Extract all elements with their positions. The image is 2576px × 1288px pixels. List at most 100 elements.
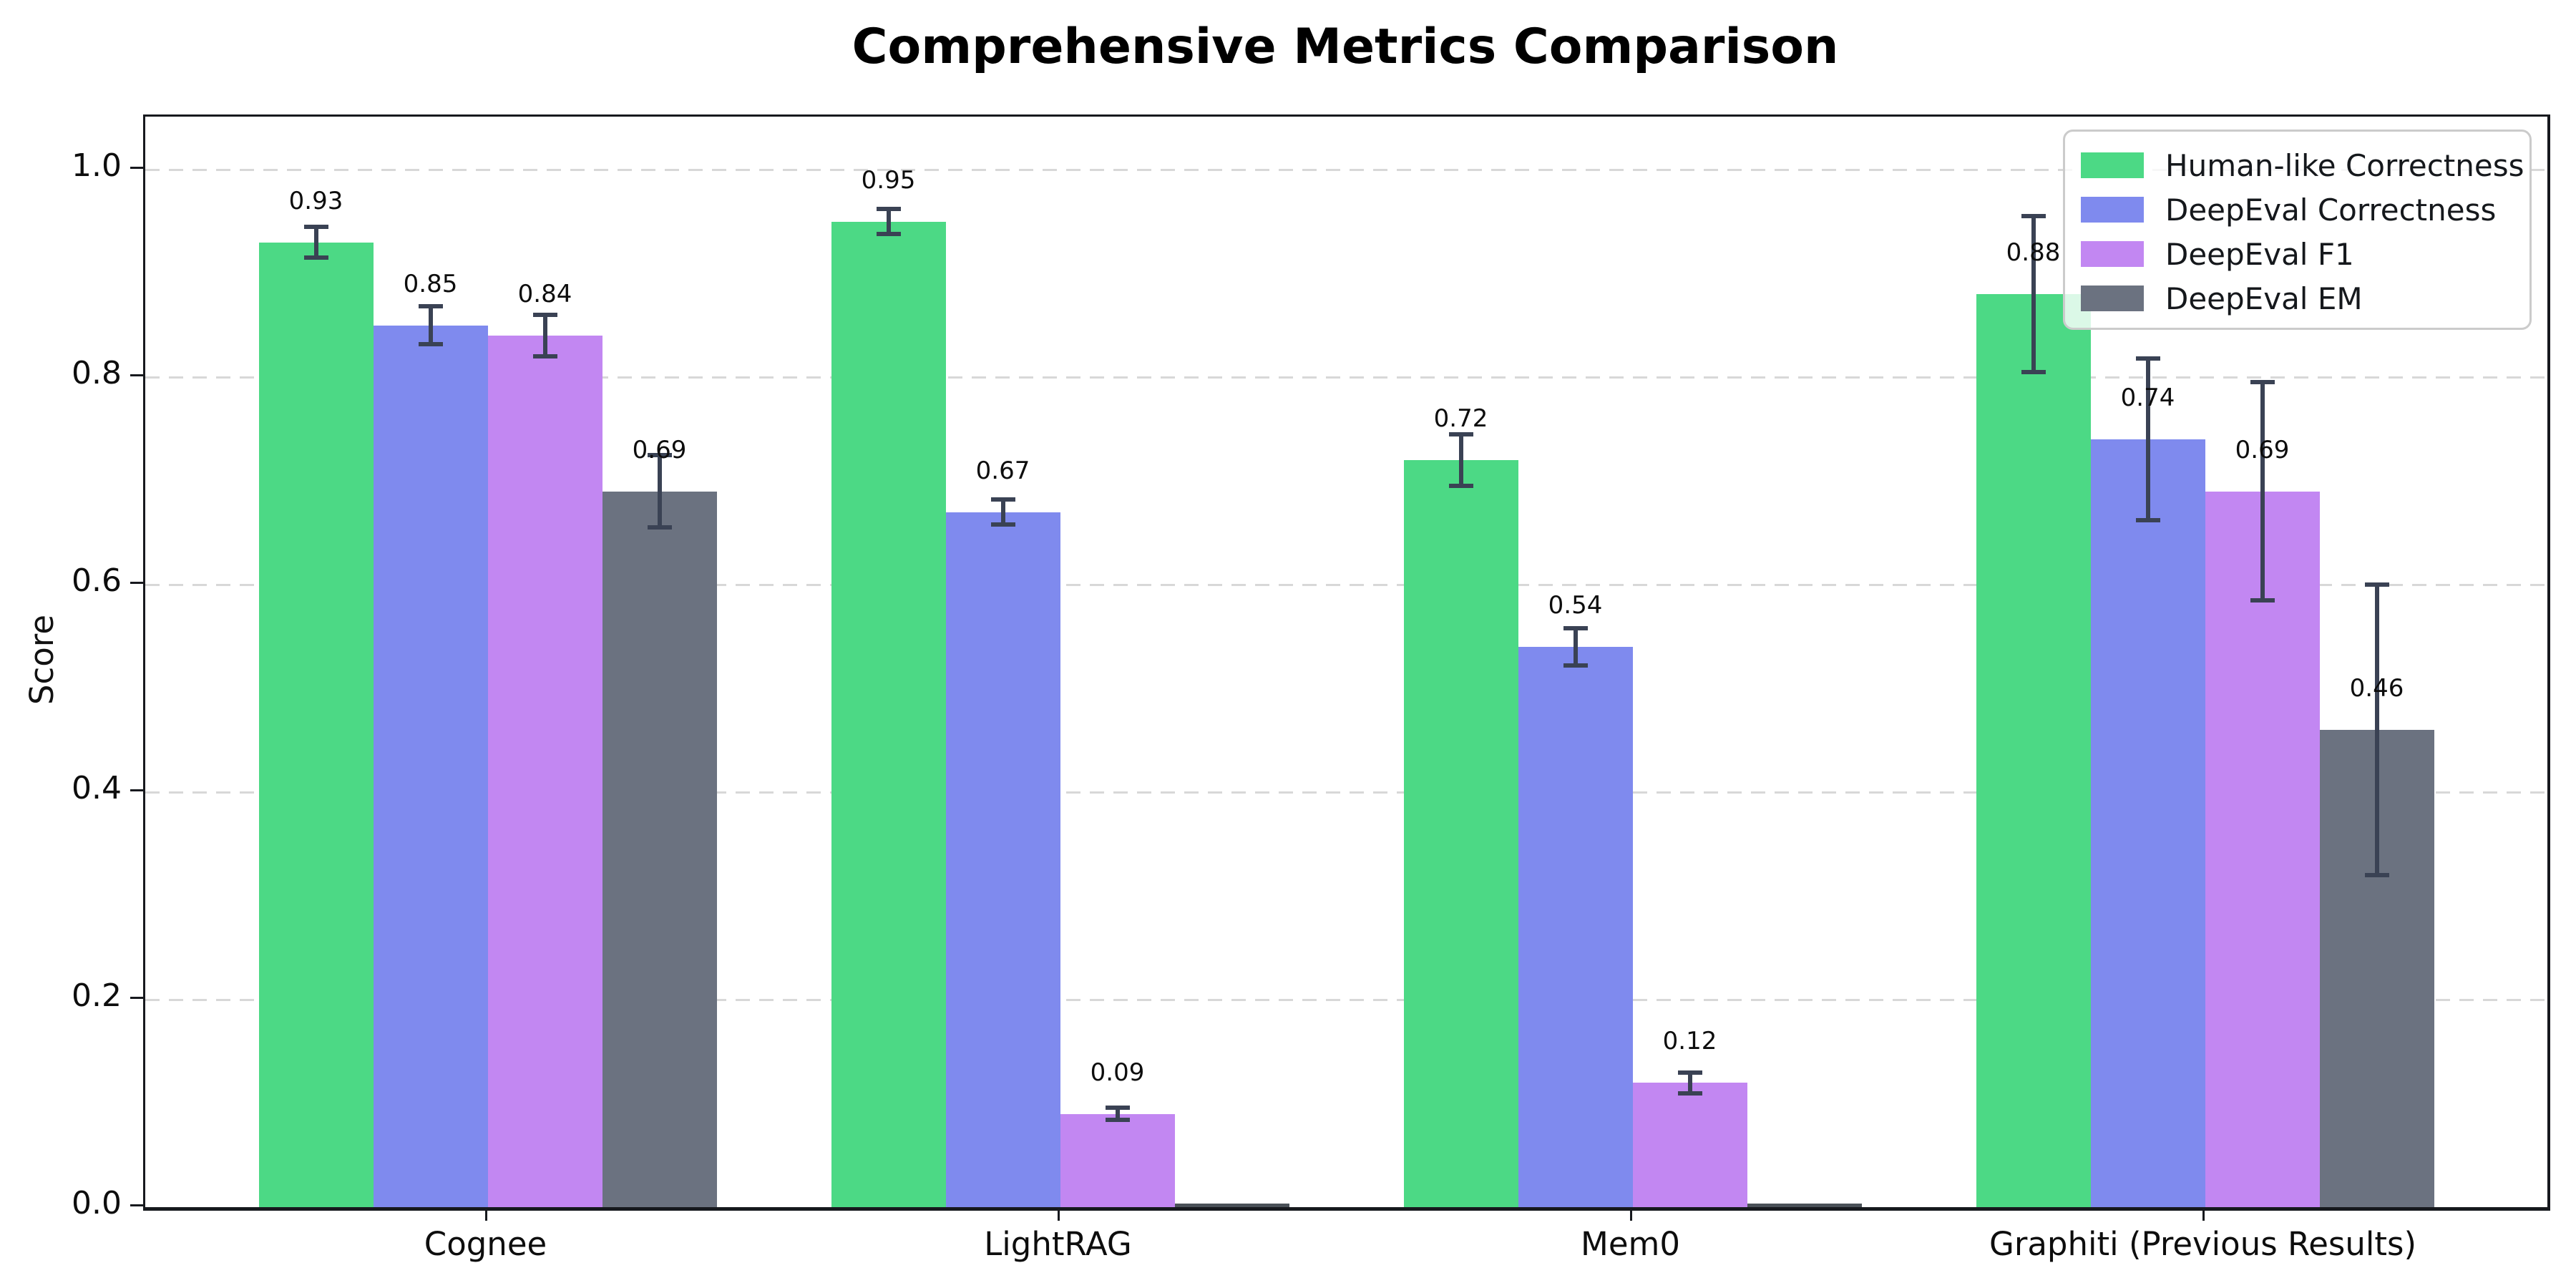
bar-value-label-deepeval-f1-graphiti-previous-results: 0.69 [2235,435,2290,464]
error-cap-top-deepeval-correctness-mem0 [1563,625,1588,630]
error-bar-deepeval-correctness-mem0 [1573,628,1578,666]
bar-human-like-correctness-graphiti-previous-results [1976,294,2091,1207]
bar-human-like-correctness-lightrag [831,221,946,1207]
gridline-0.4 [145,791,2547,794]
bar-value-label-deepeval-f1-mem0: 0.12 [1662,1027,1717,1055]
legend-item-deepeval-f1: DeepEval F1 [2081,232,2511,276]
legend-label-deepeval-f1: DeepEval F1 [2165,236,2354,272]
error-bar-human-like-correctness-mem0 [1458,434,1463,487]
error-cap-top-deepeval-correctness-cognee [418,304,443,309]
y-axis-title: Score [23,614,61,706]
bar-value-label-deepeval-correctness-cognee: 0.85 [403,269,458,298]
bar-deepeval-em-mem0-zero [1747,1204,1862,1207]
bar-deepeval-f1-graphiti-previous-results [2205,491,2320,1207]
legend-swatch-deepeval-f1 [2081,241,2144,267]
bar-deepeval-f1-mem0 [1632,1083,1747,1207]
chart-title: Comprehensive Metrics Comparison [852,19,1839,75]
error-cap-bottom-deepeval-em-graphiti-previous-results [2364,873,2389,877]
x-tick-mark-mem0 [1629,1209,1632,1221]
x-tick-label-mem0: Mem0 [1581,1225,1680,1263]
bar-deepeval-em-cognee [602,491,717,1207]
bar-human-like-correctness-mem0 [1403,460,1518,1207]
error-cap-bottom-deepeval-correctness-cognee [418,341,443,346]
x-tick-label-cognee: Cognee [424,1225,547,1263]
gridline-0.2 [145,999,2547,1001]
y-tick-label-0.4: 0.4 [72,770,122,806]
y-tick-mark-0.0 [130,1204,143,1206]
error-cap-top-human-like-correctness-graphiti-previous-results [2021,214,2046,219]
bar-value-label-human-like-correctness-lightrag: 0.95 [861,165,916,195]
bar-value-label-deepeval-f1-lightrag: 0.09 [1090,1058,1145,1087]
bar-deepeval-f1-lightrag [1060,1113,1175,1207]
error-bar-deepeval-f1-lightrag [1115,1107,1120,1121]
error-cap-top-deepeval-correctness-lightrag [990,497,1015,502]
bar-value-label-human-like-correctness-graphiti-previous-results: 0.88 [2006,238,2061,267]
y-tick-mark-0.2 [130,997,143,999]
error-cap-bottom-deepeval-f1-graphiti-previous-results [2250,597,2275,602]
error-cap-top-deepeval-em-cognee [647,452,672,457]
error-cap-top-human-like-correctness-lightrag [876,207,901,212]
error-cap-bottom-deepeval-f1-mem0 [1677,1091,1702,1096]
error-cap-bottom-deepeval-em-cognee [647,525,672,530]
error-cap-top-deepeval-correctness-graphiti-previous-results [2135,356,2160,361]
x-tick-label-graphiti-previous-results: Graphiti (Previous Results) [1989,1225,2417,1263]
legend-swatch-deepeval-correctness [2081,197,2144,223]
y-tick-label-0.0: 0.0 [72,1185,122,1221]
bar-value-label-deepeval-correctness-lightrag: 0.67 [975,456,1030,485]
y-tick-label-0.2: 0.2 [72,977,122,1014]
error-cap-bottom-human-like-correctness-lightrag [876,231,901,236]
y-tick-mark-0.4 [130,789,143,791]
x-tick-label-lightrag: LightRAG [984,1225,1132,1263]
x-tick-mark-cognee [484,1209,487,1221]
bar-deepeval-correctness-graphiti-previous-results [2090,439,2205,1207]
error-cap-bottom-human-like-correctness-mem0 [1448,484,1473,489]
bar-deepeval-correctness-lightrag [945,512,1060,1207]
error-cap-bottom-deepeval-correctness-graphiti-previous-results [2135,518,2160,523]
x-tick-mark-graphiti-previous-results [2202,1209,2205,1221]
bar-deepeval-correctness-cognee [373,325,488,1207]
error-bar-deepeval-f1-mem0 [1687,1072,1692,1093]
bar-value-label-deepeval-em-graphiti-previous-results: 0.46 [2349,674,2404,703]
error-cap-bottom-deepeval-correctness-lightrag [990,522,1015,527]
error-cap-bottom-deepeval-f1-lightrag [1105,1118,1130,1123]
y-tick-mark-0.8 [130,374,143,376]
bar-value-label-human-like-correctness-cognee: 0.93 [288,186,343,215]
plot-area: 0.93 0.95 0.72 0.88 0.85 0.67 0.54 0.74 0.84 0.09… [143,114,2550,1211]
error-cap-top-deepeval-f1-cognee [532,313,557,317]
error-bar-deepeval-em-cognee [657,454,662,528]
error-cap-bottom-human-like-correctness-graphiti-previous-results [2021,369,2046,374]
y-tick-label-0.6: 0.6 [72,562,122,599]
bar-value-label-deepeval-f1-cognee: 0.84 [517,280,572,308]
error-bar-human-like-correctness-cognee [313,226,318,258]
gridline-1.0 [145,169,2547,171]
legend-swatch-human-like-correctness [2081,152,2144,178]
bar-value-label-deepeval-correctness-graphiti-previous-results: 0.74 [2120,384,2175,412]
error-bar-human-like-correctness-lightrag [886,209,891,234]
bar-value-label-deepeval-em-cognee: 0.69 [632,435,687,464]
error-bar-deepeval-f1-cognee [542,315,547,356]
error-bar-deepeval-correctness-graphiti-previous-results [2145,358,2150,521]
legend-label-human-like-correctness: Human-like Correctness [2165,147,2524,183]
y-tick-label-1.0: 1.0 [72,147,122,184]
error-cap-top-deepeval-f1-graphiti-previous-results [2250,380,2275,385]
error-bar-deepeval-correctness-cognee [428,306,433,344]
error-cap-bottom-deepeval-f1-cognee [532,354,557,358]
legend-label-deepeval-correctness: DeepEval Correctness [2165,192,2497,228]
gridline-0.8 [145,376,2547,379]
error-cap-top-deepeval-f1-mem0 [1677,1070,1702,1075]
legend-label-deepeval-em: DeepEval EM [2165,280,2363,316]
bar-deepeval-f1-cognee [487,336,602,1207]
legend-swatch-deepeval-em [2081,286,2144,311]
gridline-0.6 [145,584,2547,586]
error-cap-top-deepeval-em-graphiti-previous-results [2364,582,2389,587]
error-cap-bottom-deepeval-correctness-mem0 [1563,663,1588,668]
y-tick-label-0.8: 0.8 [72,355,122,391]
y-tick-mark-0.6 [130,582,143,584]
x-tick-mark-lightrag [1057,1209,1060,1221]
error-cap-top-human-like-correctness-mem0 [1448,431,1473,436]
error-bar-deepeval-f1-graphiti-previous-results [2260,382,2265,600]
error-bar-deepeval-em-graphiti-previous-results [2374,585,2379,875]
bar-deepeval-correctness-mem0 [1518,647,1633,1207]
bar-value-label-human-like-correctness-mem0: 0.72 [1433,404,1488,433]
